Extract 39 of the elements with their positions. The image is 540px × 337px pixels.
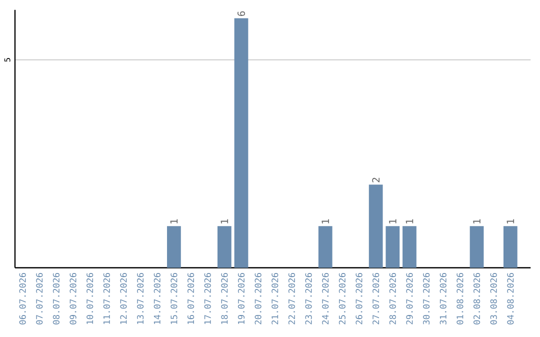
x-tick-label: 22.07.2026 <box>288 272 296 324</box>
data-label: 1 <box>220 219 228 224</box>
x-tick-label: 25.07.2026 <box>338 272 346 324</box>
data-label: 1 <box>170 219 178 224</box>
x-tick-label: 12.07.2026 <box>120 272 127 324</box>
x-tick-label: 01.08.2026 <box>456 272 464 324</box>
x-tick-label: 07.07.2026 <box>36 272 43 324</box>
x-tick-label: 24.07.2026 <box>322 272 329 324</box>
x-tick-label: 16.07.2026 <box>187 272 194 324</box>
x-tick-label: 31.07.2026 <box>440 272 446 324</box>
data-label: 1 <box>406 219 414 224</box>
x-tick-label: 20.07.2026 <box>254 272 262 324</box>
data-label: 1 <box>473 219 480 224</box>
x-tick-label: 19.07.2026 <box>238 272 245 324</box>
x-tick-label: 08.07.2026 <box>52 272 60 324</box>
x-tick-label: 23.07.2026 <box>305 272 312 324</box>
data-label: 1 <box>389 219 396 224</box>
data-label: 2 <box>372 178 380 182</box>
x-tick-label: 14.07.2026 <box>154 272 160 324</box>
x-tick-label: 18.07.2026 <box>221 272 228 324</box>
data-label: 1 <box>506 219 514 224</box>
x-tick-label: 27.07.2026 <box>372 272 380 324</box>
x-tick-label: 17.07.2026 <box>204 272 211 324</box>
x-tick-label: 06.07.2026 <box>19 272 26 324</box>
x-tick-label: 09.07.2026 <box>70 272 76 324</box>
x-tick-label: 26.07.2026 <box>356 272 362 324</box>
x-tick-label: 11.07.2026 <box>103 272 110 324</box>
data-label: 1 <box>322 219 329 224</box>
x-tick-label: 04.08.2026 <box>507 272 514 324</box>
x-tick-label: 02.08.2026 <box>473 272 480 324</box>
x-tick-label: 13.07.2026 <box>137 272 144 324</box>
x-tick-label: 30.07.2026 <box>423 272 430 324</box>
x-tick-label: 03.08.2026 <box>490 272 497 324</box>
x-tick-label: 15.07.2026 <box>170 272 178 324</box>
data-label: 6 <box>238 11 246 16</box>
x-tick-label: 21.07.2026 <box>272 272 278 324</box>
x-tick-label: 29.07.2026 <box>406 272 413 324</box>
x-tick-label: 10.07.2026 <box>86 272 94 324</box>
x-tick-label: 28.07.2026 <box>389 272 396 324</box>
